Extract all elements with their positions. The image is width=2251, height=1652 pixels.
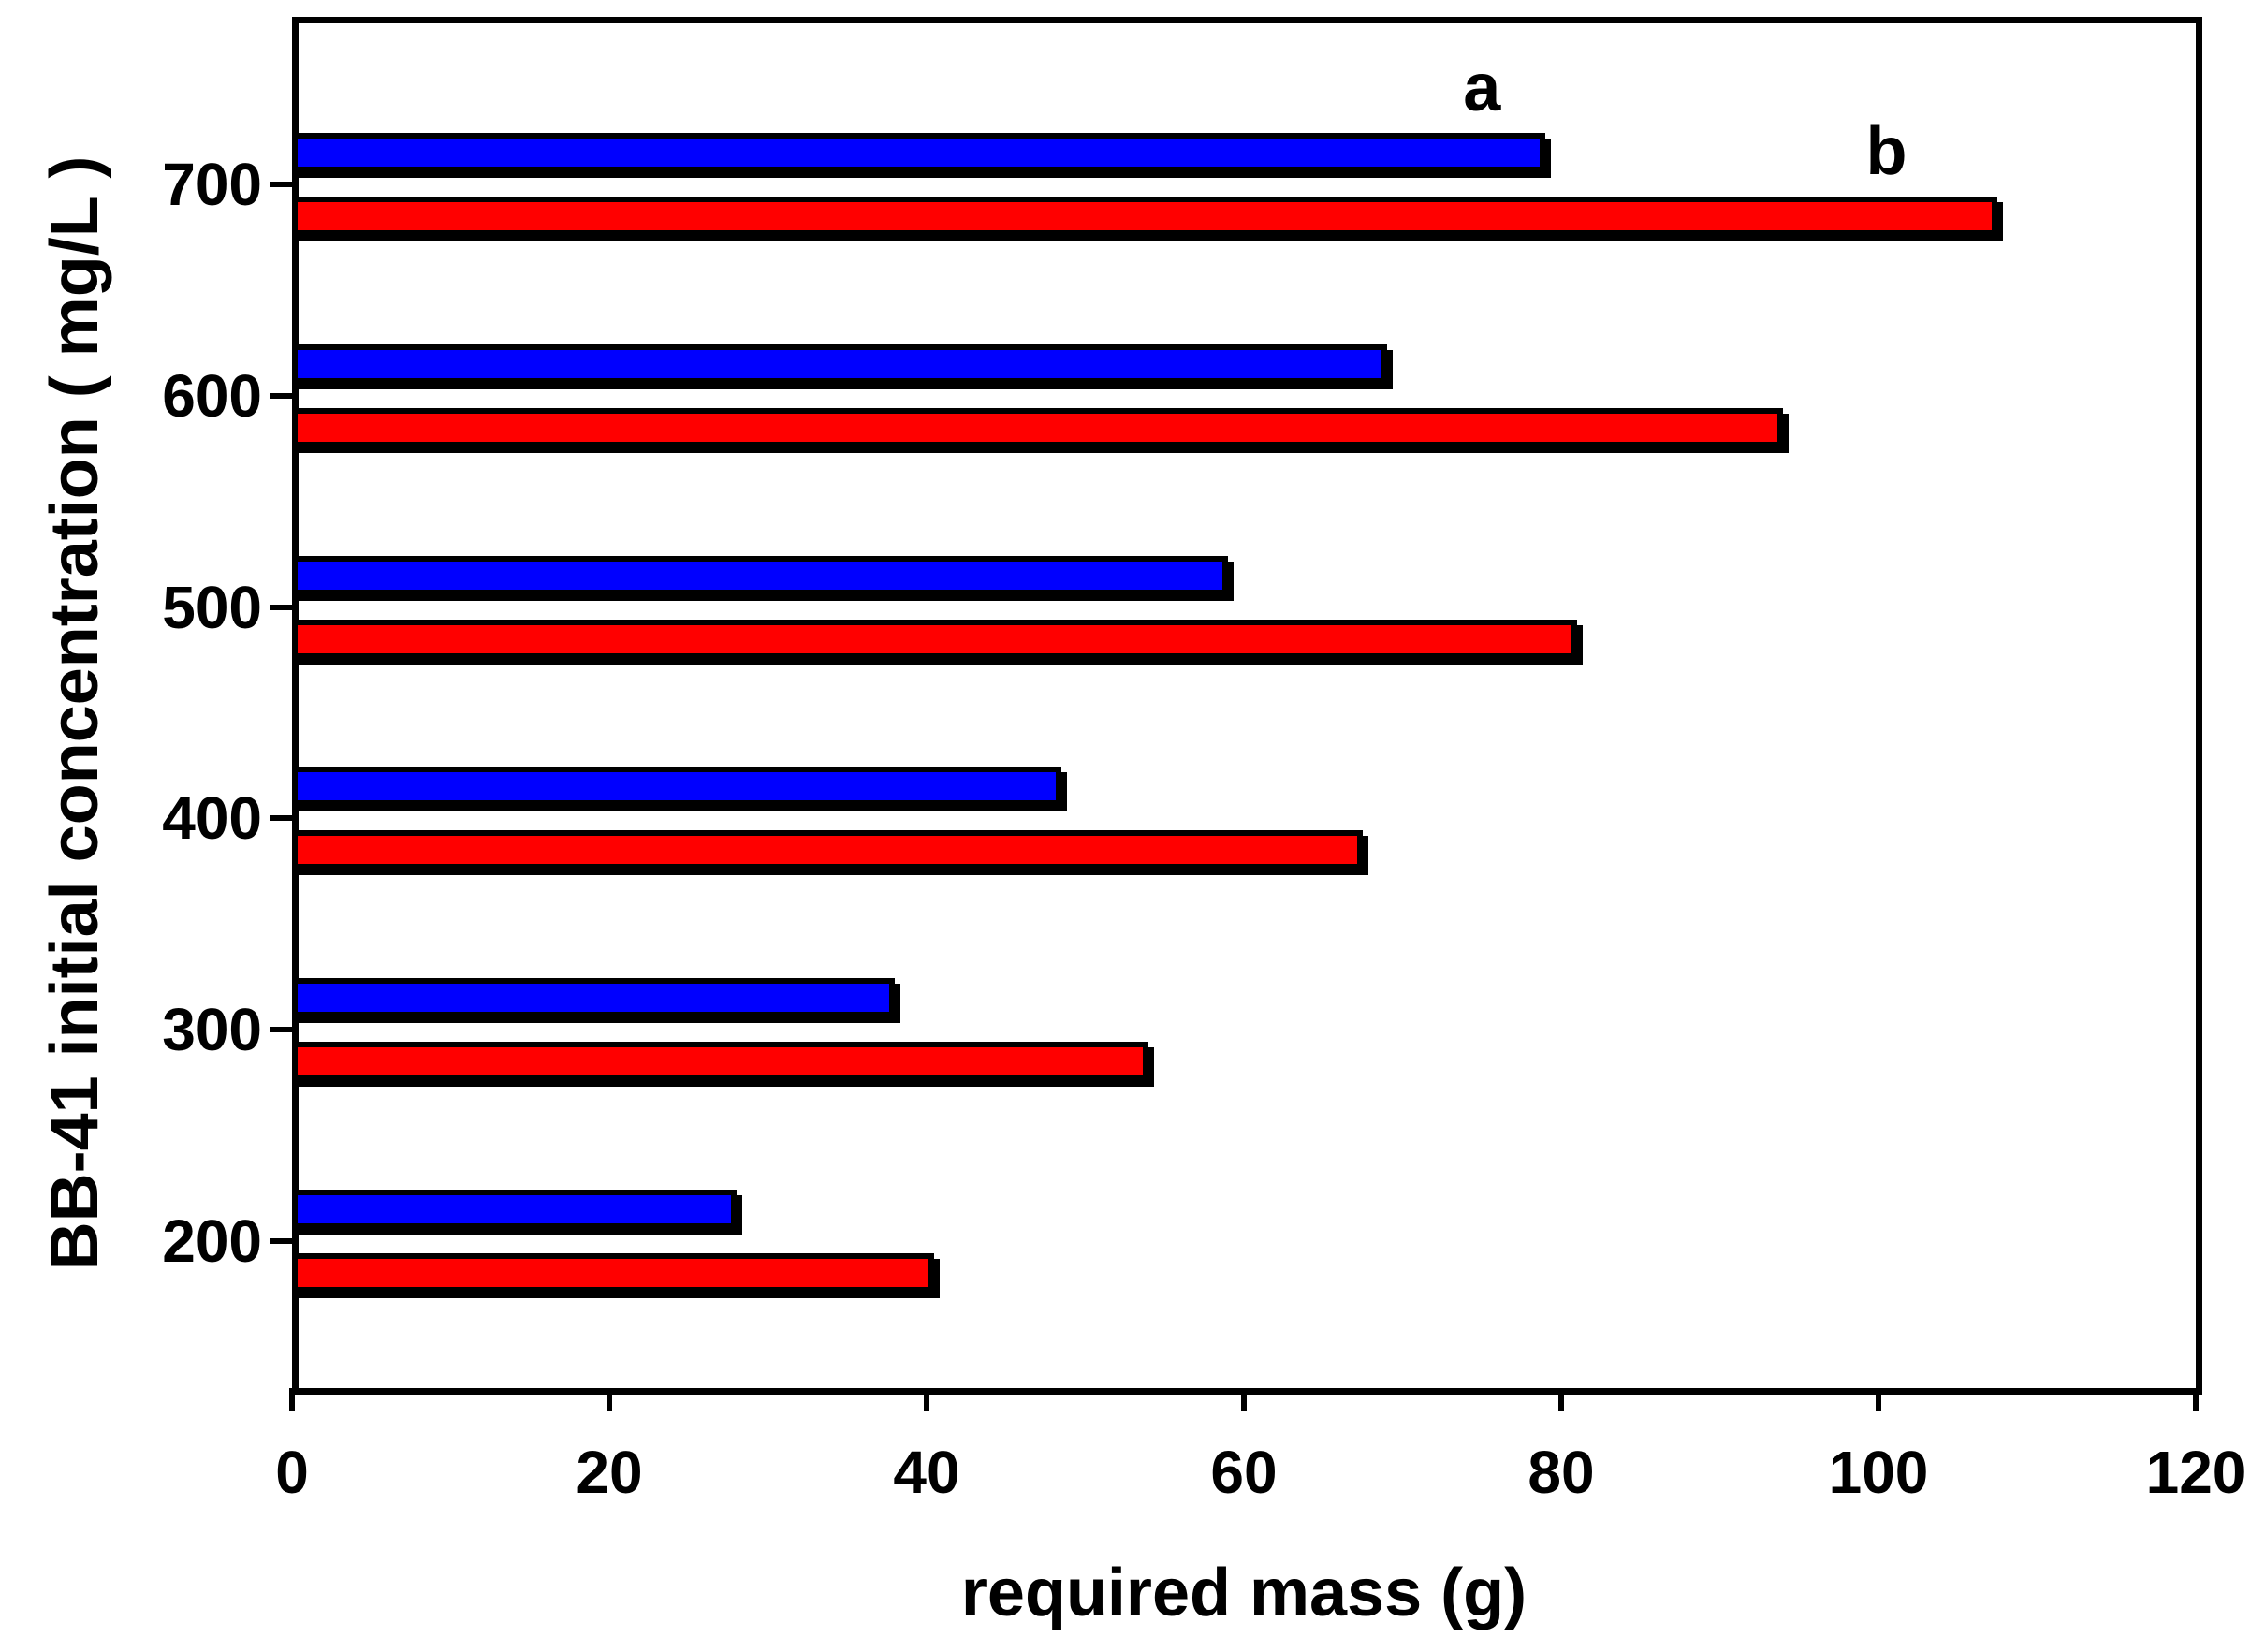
y-axis-title: BB-41 initial concentration ( mg/L )	[37, 155, 112, 1270]
plot-area	[292, 17, 2202, 1395]
x-tick-label-120: 120	[2145, 1439, 2246, 1506]
y-tick-label-300: 300	[162, 996, 262, 1064]
bar-b-300	[292, 1042, 1149, 1082]
y-tick-label-600: 600	[162, 361, 262, 430]
y-tick-label-500: 500	[162, 573, 262, 641]
bar-a-200	[292, 1190, 737, 1229]
x-tick-label-20: 20	[576, 1439, 643, 1506]
x-tick-0	[289, 1388, 295, 1411]
bar-a-700	[292, 133, 1546, 172]
y-tick-label-200: 200	[162, 1207, 262, 1275]
bar-a-500	[292, 555, 1229, 595]
x-tick-label-40: 40	[893, 1439, 960, 1506]
bar-a-600	[292, 344, 1387, 384]
bar-b-400	[292, 830, 1364, 870]
y-tick-500	[270, 604, 292, 610]
x-tick-120	[2193, 1388, 2199, 1411]
bar-b-200	[292, 1253, 935, 1293]
y-tick-400	[270, 815, 292, 822]
y-tick-200	[270, 1238, 292, 1244]
x-tick-label-100: 100	[1828, 1439, 1929, 1506]
bar-a-300	[292, 978, 896, 1018]
bar-b-500	[292, 619, 1577, 659]
x-tick-40	[924, 1388, 929, 1411]
x-tick-80	[1558, 1388, 1564, 1411]
y-tick-label-400: 400	[162, 784, 262, 853]
x-tick-60	[1241, 1388, 1247, 1411]
x-tick-label-80: 80	[1527, 1439, 1595, 1506]
x-tick-100	[1876, 1388, 1881, 1411]
x-tick-20	[607, 1388, 612, 1411]
x-tick-label-0: 0	[275, 1439, 309, 1506]
y-tick-700	[270, 182, 292, 187]
series-label-b: b	[1865, 114, 1908, 189]
y-tick-300	[270, 1027, 292, 1033]
y-tick-label-700: 700	[162, 151, 262, 218]
bar-a-400	[292, 767, 1062, 807]
y-tick-600	[270, 392, 292, 399]
x-tick-label-60: 60	[1210, 1439, 1278, 1506]
x-axis-title: required mass (g)	[960, 1556, 1527, 1630]
bar-b-600	[292, 407, 1784, 447]
series-label-a: a	[1463, 51, 1501, 125]
bar-b-700	[292, 197, 1998, 236]
